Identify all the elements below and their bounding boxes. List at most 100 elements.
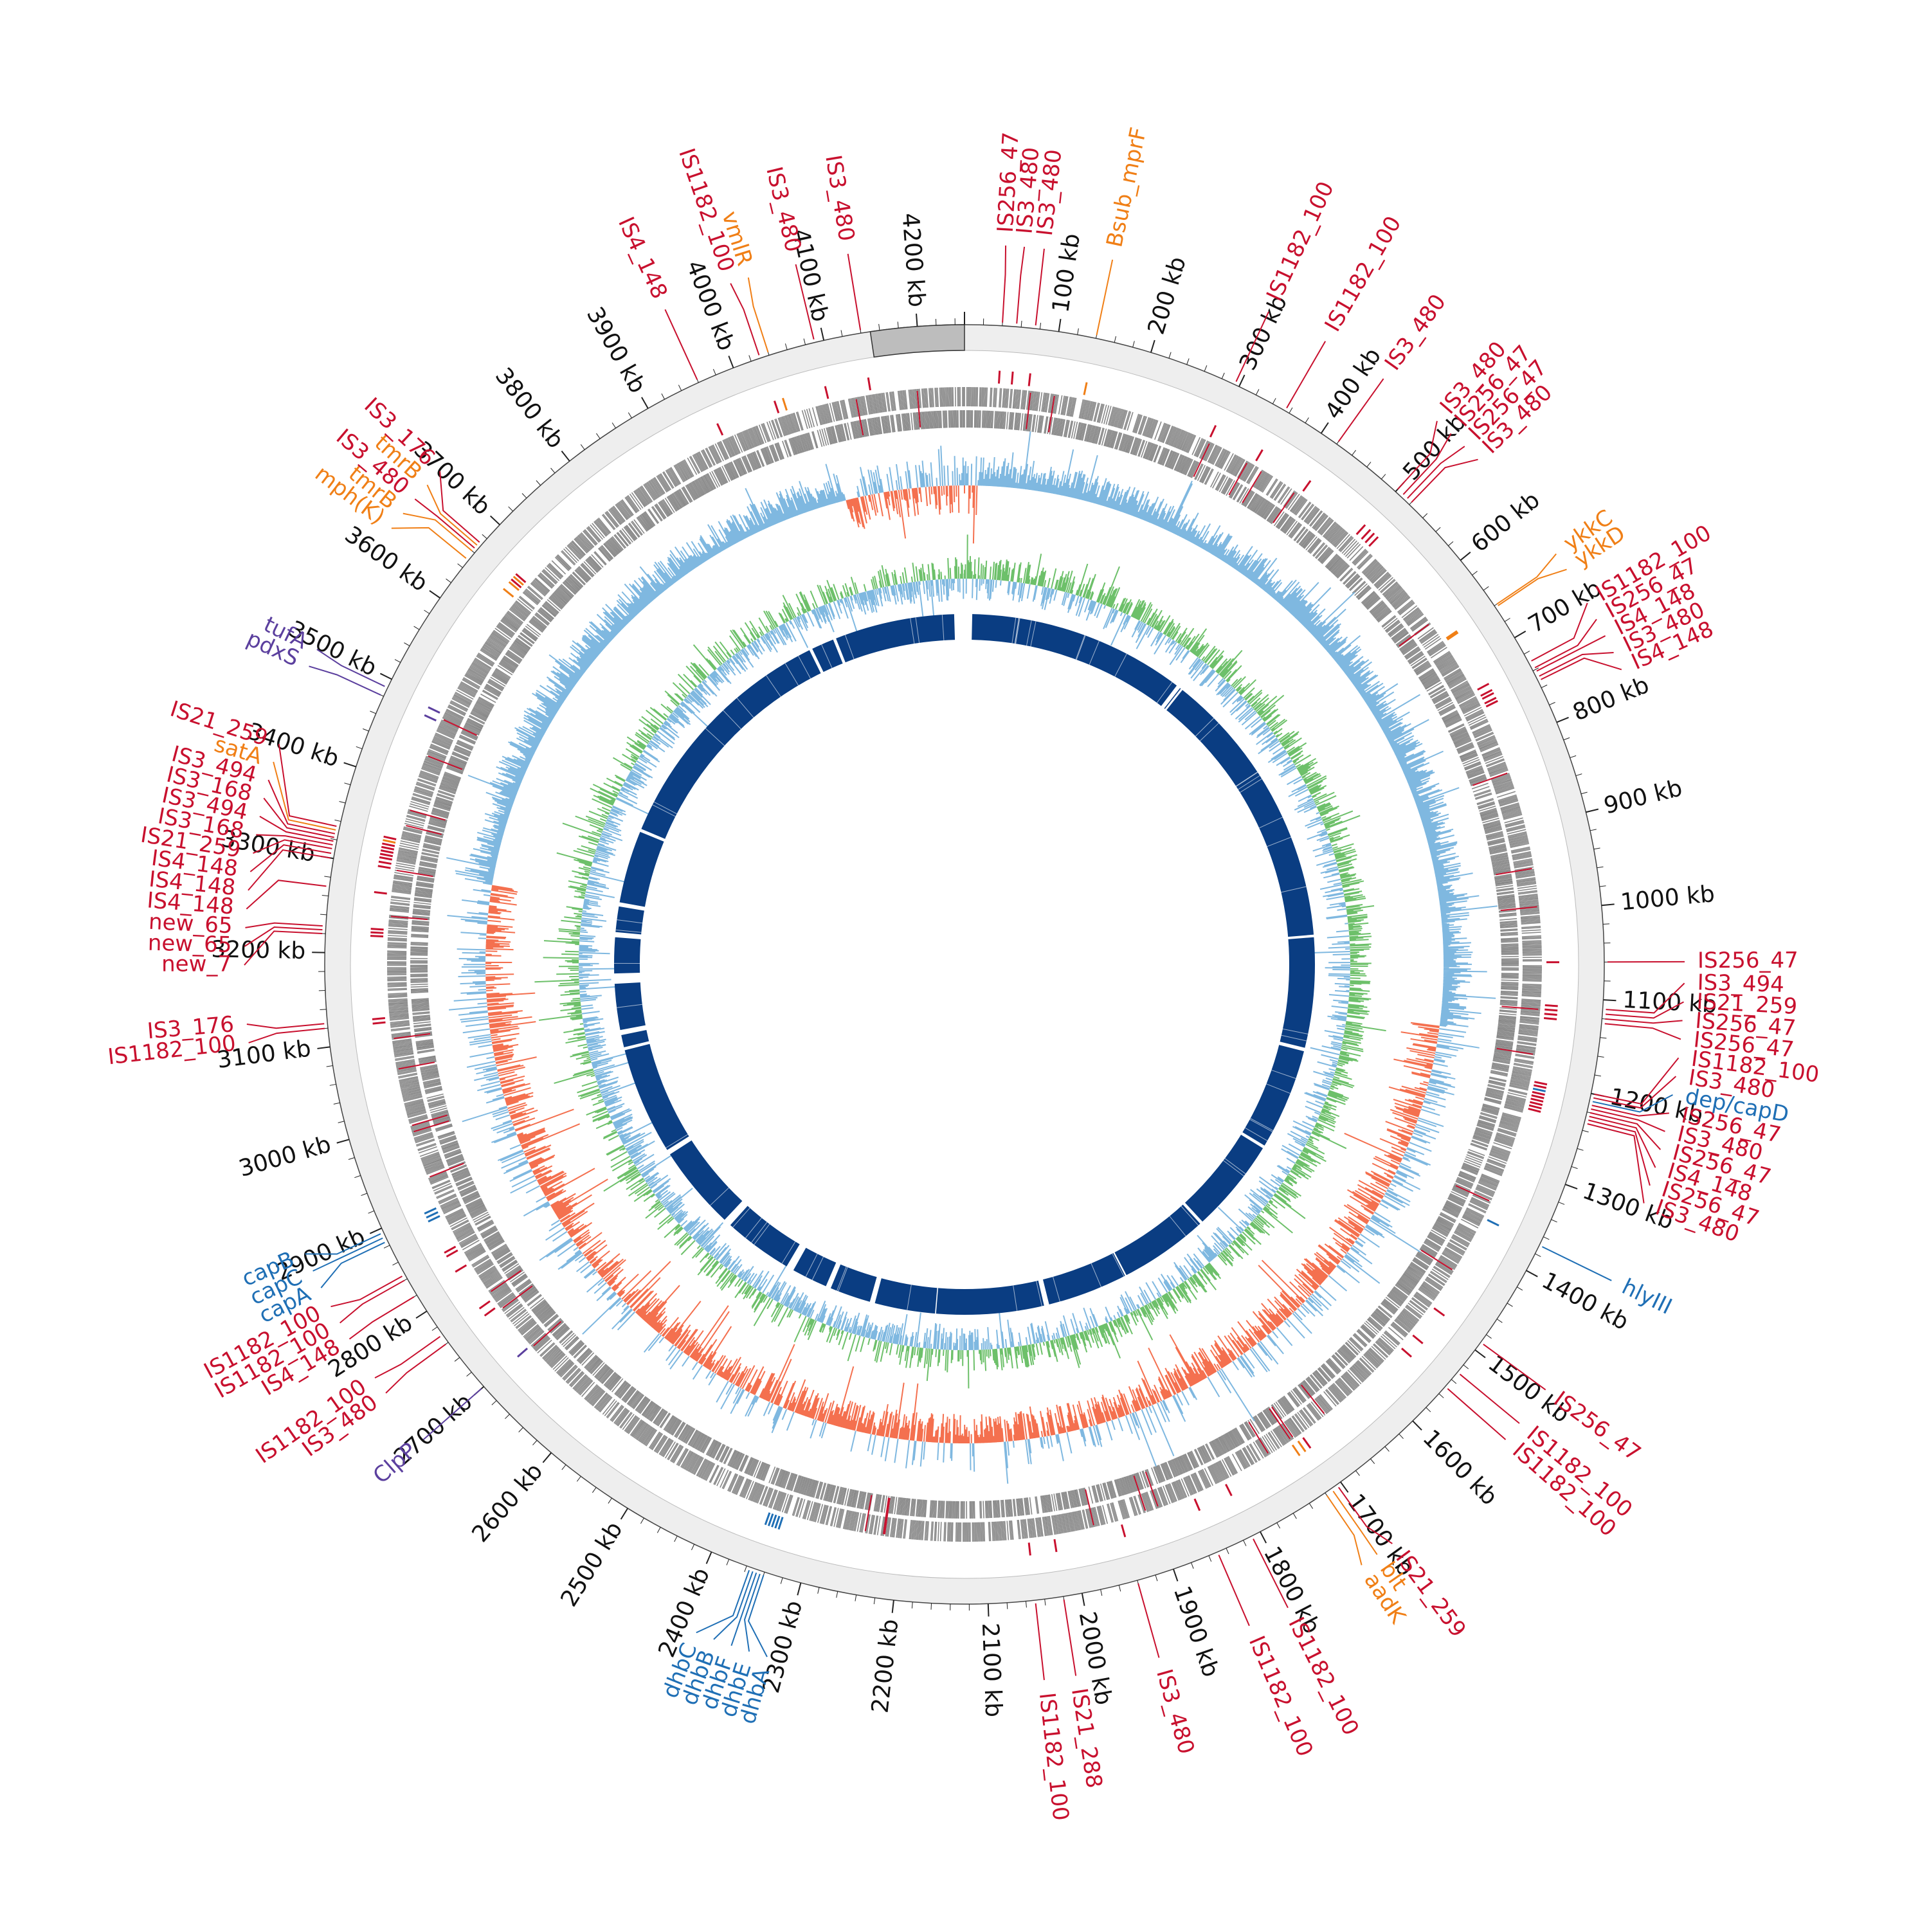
tick-label: 2500 kb <box>556 1517 628 1611</box>
annotation-mark <box>455 1265 466 1272</box>
annotation-mark <box>384 836 397 839</box>
minor-tick <box>1169 352 1171 358</box>
annotation-mark <box>381 851 394 853</box>
major-tick <box>797 1583 801 1595</box>
minor-tick <box>675 1536 677 1542</box>
minor-tick <box>562 1465 566 1470</box>
minor-tick <box>749 356 751 361</box>
annotation-mark <box>1528 1108 1541 1112</box>
annotation-leader <box>1287 341 1325 408</box>
major-tick <box>337 1139 349 1142</box>
minor-tick <box>551 468 555 473</box>
annotation-leader <box>848 254 860 330</box>
minor-tick <box>505 1414 509 1419</box>
annotation-mark <box>1029 374 1030 386</box>
minor-tick <box>1114 336 1116 343</box>
annotation-leader <box>392 528 466 558</box>
tick-label: 4000 kb <box>681 257 739 354</box>
minor-tick <box>1577 1148 1584 1150</box>
annotation-mark <box>1487 1220 1499 1225</box>
annotation-label: IS3_480 <box>761 164 806 255</box>
minor-tick <box>330 1084 336 1085</box>
minor-tick <box>1582 1130 1589 1132</box>
annotation-mark <box>717 424 722 435</box>
minor-tick <box>1289 408 1292 413</box>
major-tick <box>1059 319 1061 332</box>
annotation-mark <box>485 1308 495 1316</box>
minor-tick <box>1226 1548 1229 1554</box>
minor-tick <box>837 1591 838 1598</box>
annotation-leader <box>1017 247 1024 323</box>
tick-label: 800 kb <box>1569 672 1653 727</box>
core-ring-band <box>627 627 1302 1302</box>
annotation-mark <box>374 892 387 893</box>
minor-tick <box>1472 571 1478 575</box>
tick-label: 1000 kb <box>1620 881 1716 916</box>
minor-tick <box>424 610 430 613</box>
annotation-leader <box>386 1344 446 1393</box>
minor-tick <box>1309 1503 1312 1508</box>
major-tick <box>317 1047 330 1049</box>
minor-tick <box>1272 398 1276 404</box>
minor-tick <box>745 1566 747 1572</box>
tick-label: 3900 kb <box>581 303 651 398</box>
minor-tick <box>354 1175 360 1177</box>
minor-tick <box>509 507 513 511</box>
minor-tick <box>713 369 716 375</box>
annotation-mark <box>514 577 523 585</box>
minor-tick <box>1597 867 1604 868</box>
annotation-mark <box>1303 481 1311 491</box>
minor-tick <box>1600 886 1606 887</box>
minor-tick <box>1570 755 1576 757</box>
annotation-mark <box>516 574 525 582</box>
minor-tick <box>879 324 880 330</box>
minor-tick <box>1603 924 1609 925</box>
annotation-mark <box>1478 683 1489 689</box>
annotation-mark <box>1530 1102 1542 1105</box>
core-genome-ring <box>611 611 1317 1317</box>
tick-label: 1500 kb <box>1483 1350 1575 1428</box>
annotation-mark <box>1529 1105 1541 1108</box>
minor-tick <box>322 895 329 896</box>
minor-tick <box>1078 329 1079 335</box>
annotation-mark <box>825 386 828 399</box>
annotation-leader <box>1447 1389 1505 1440</box>
annotation-mark <box>1544 1014 1557 1015</box>
minor-tick <box>482 534 487 539</box>
annotation-leader <box>1590 1113 1660 1150</box>
major-tick <box>729 356 733 368</box>
minor-tick <box>532 1440 537 1445</box>
annotation-mark <box>382 844 395 846</box>
annotation-mark <box>371 929 384 930</box>
annotation-mark <box>1012 372 1013 384</box>
annotation-mark <box>1256 449 1262 460</box>
ticks <box>312 312 1616 1616</box>
minor-tick <box>1576 774 1582 776</box>
minor-tick <box>1293 1513 1296 1519</box>
minor-tick <box>1486 1335 1491 1339</box>
tick-label: 200 kb <box>1143 254 1191 338</box>
minor-tick <box>818 1587 819 1594</box>
minor-tick <box>1564 737 1570 740</box>
annotation-leader <box>714 1571 753 1639</box>
minor-tick <box>581 444 584 449</box>
major-tick <box>380 674 392 680</box>
annotation-mark <box>378 866 391 868</box>
major-tick <box>1151 340 1155 352</box>
minor-tick <box>349 1157 355 1159</box>
highlight-region <box>870 325 964 357</box>
annotation-mark <box>1533 1088 1546 1091</box>
minor-tick <box>320 1009 326 1010</box>
annotation-mark <box>381 847 394 849</box>
minor-tick <box>327 1065 333 1067</box>
major-tick <box>430 591 440 598</box>
annotation-leader <box>1097 260 1113 335</box>
major-tick <box>988 1603 989 1616</box>
minor-tick <box>458 564 463 568</box>
annotation-mark <box>1534 1085 1546 1088</box>
annotation-leader <box>1588 1120 1650 1186</box>
annotation-mark <box>1029 1542 1030 1555</box>
minor-tick <box>1133 341 1135 347</box>
tick-label: 1900 kb <box>1168 1583 1224 1681</box>
